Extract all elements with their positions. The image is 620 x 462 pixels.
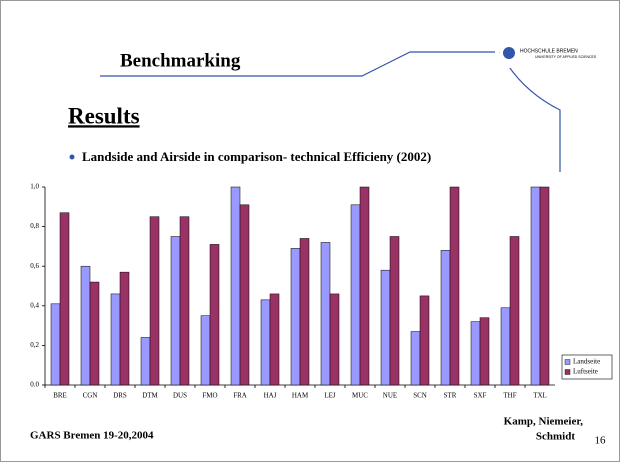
bar <box>440 250 451 386</box>
bar <box>380 269 391 386</box>
x-tick-label: FMO <box>202 392 217 400</box>
x-tick-label: CGN <box>83 392 98 400</box>
x-tick-label: BRE <box>53 392 67 400</box>
legend-swatch <box>564 369 571 375</box>
logo-subtext: UNIVERSITY OF APPLIED SCIENCES <box>535 55 597 59</box>
bullet: Landside and Airside in comparison- tech… <box>82 149 431 164</box>
x-tick-label: SCN <box>413 392 427 400</box>
x-tick-label: THF <box>503 392 516 400</box>
y-tick-label: 0,2 <box>30 341 39 349</box>
legend-swatch <box>564 359 571 365</box>
bar <box>149 216 160 386</box>
logo-text: HOCHSCHULE BREMEN <box>520 48 578 54</box>
x-tick-label: DRS <box>113 392 127 400</box>
bar <box>269 293 280 386</box>
bar <box>170 236 181 386</box>
x-tick-label: STR <box>444 392 457 400</box>
x-tick-label: FRA <box>233 392 247 400</box>
x-tick-label: TXL <box>533 392 547 400</box>
bar <box>209 244 220 386</box>
bar <box>230 186 241 386</box>
bar <box>350 204 361 386</box>
x-tick-label: DUS <box>173 392 187 400</box>
bar <box>509 236 520 386</box>
header: Benchmarking <box>120 50 241 71</box>
footer-right: Schmidt <box>536 431 575 443</box>
bar <box>50 303 61 386</box>
x-tick-label: NUE <box>383 392 397 400</box>
bar <box>320 242 331 386</box>
x-tick-label: MUC <box>352 392 368 400</box>
logo <box>500 40 610 68</box>
bar <box>470 321 481 386</box>
bar <box>389 236 400 386</box>
footer-left: GARS Bremen 19-20,2004 <box>30 430 154 442</box>
bar <box>299 238 310 386</box>
y-tick-label: 0.0 <box>30 381 39 389</box>
bar <box>59 212 70 386</box>
footer-right: Kamp, Niemeier, <box>504 416 584 428</box>
header-line <box>100 51 495 77</box>
heading: Results <box>68 103 140 128</box>
bar <box>530 186 541 386</box>
legend-box <box>561 354 613 380</box>
x-tick-label: LEJ <box>324 392 336 400</box>
bar <box>410 331 421 386</box>
bar <box>179 216 190 386</box>
bar <box>140 337 151 386</box>
legend-label: Luftseite <box>573 368 598 376</box>
bar <box>479 317 490 386</box>
bar <box>419 295 430 386</box>
y-tick-label: 0,4 <box>30 301 39 309</box>
x-tick-label: HAM <box>292 392 309 400</box>
y-tick-label: 0,6 <box>30 262 39 270</box>
logo-mark <box>503 47 515 59</box>
bar <box>89 281 100 386</box>
bar <box>200 315 211 386</box>
bar <box>290 248 301 386</box>
bar <box>239 204 250 386</box>
bar <box>329 293 340 386</box>
bar <box>500 307 511 386</box>
bar <box>119 271 130 386</box>
page-number: 16 <box>595 435 607 447</box>
bullet-dot <box>69 154 75 160</box>
bar <box>110 293 121 386</box>
x-tick-label: SXF <box>474 392 487 400</box>
x-tick-label: HAJ <box>264 392 277 400</box>
y-tick-label: 0,8 <box>30 222 39 230</box>
bar <box>359 186 370 386</box>
bar <box>260 299 271 386</box>
bar <box>449 186 460 386</box>
x-tick-label: DTM <box>142 392 158 400</box>
bar <box>539 186 550 386</box>
y-tick-label: 1,0 <box>30 183 39 191</box>
bar <box>80 265 91 386</box>
legend-label: Landseite <box>573 358 600 366</box>
